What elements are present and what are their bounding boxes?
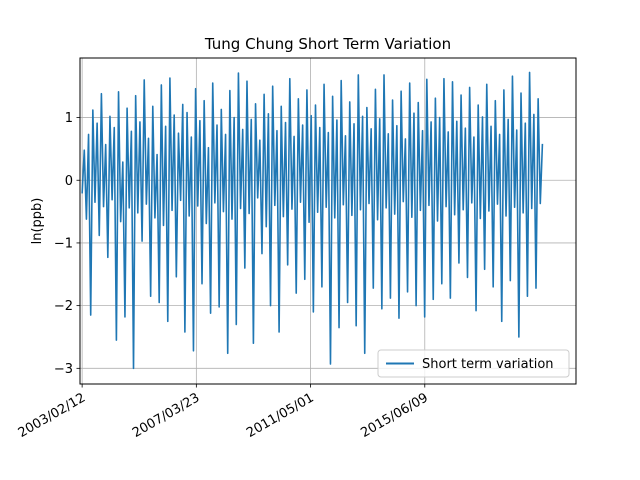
legend: Short term variation (377, 349, 570, 378)
series-line (81, 71, 544, 370)
y-axis-label: ln(ppb) (30, 198, 45, 245)
chart-title: Tung Chung Short Term Variation (204, 35, 451, 53)
y-tick-label: 0 (65, 174, 73, 189)
series-layer (81, 71, 544, 370)
legend-box (377, 349, 570, 378)
plot-background (80, 58, 576, 384)
y-tick-label: −3 (54, 362, 73, 377)
legend-label: Short term variation (422, 357, 554, 372)
y-tick-label: −1 (54, 236, 73, 251)
plot-frame (79, 57, 577, 385)
y-tick-label: −2 (54, 299, 73, 314)
y-tick-label: 1 (65, 111, 73, 126)
